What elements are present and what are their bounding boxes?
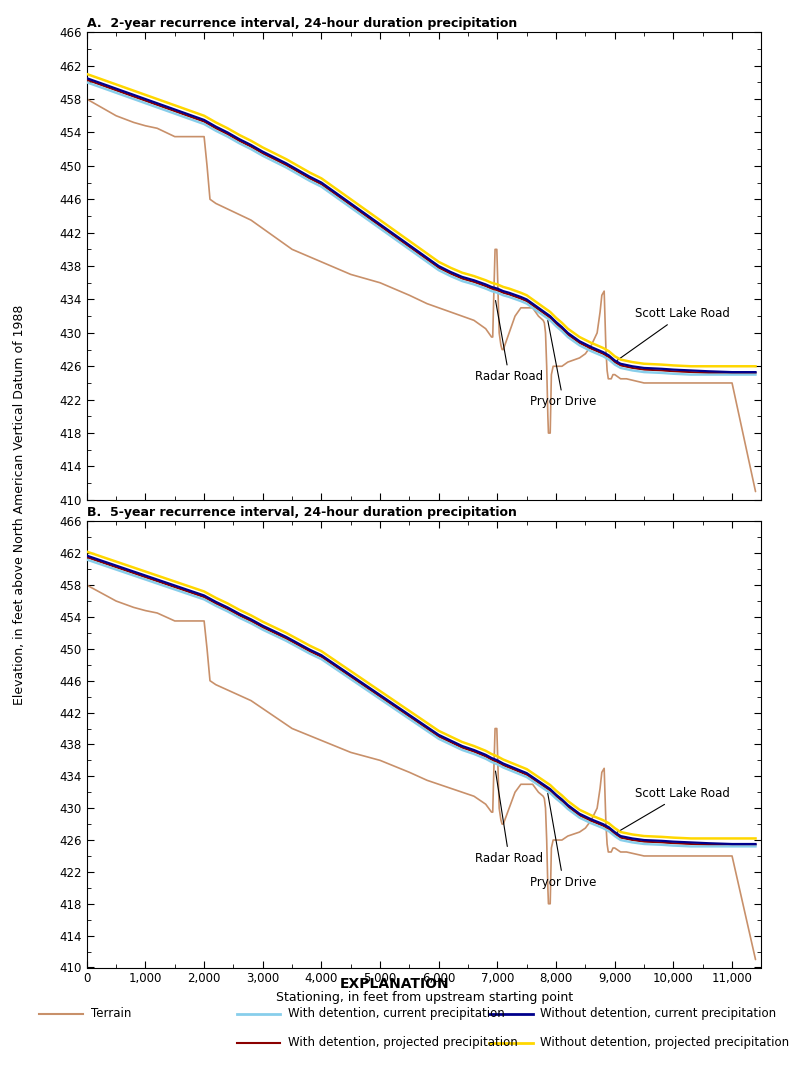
Text: Radar Road: Radar Road [475, 301, 544, 384]
Text: Radar Road: Radar Road [475, 771, 544, 865]
Text: Pryor Drive: Pryor Drive [530, 320, 596, 408]
Text: With detention, projected precipitation: With detention, projected precipitation [288, 1036, 518, 1049]
Text: Without detention, projected precipitation: Without detention, projected precipitati… [540, 1036, 789, 1049]
Text: Scott Lake Road: Scott Lake Road [617, 307, 730, 360]
Text: A.  2-year recurrence interval, 24-hour duration precipitation: A. 2-year recurrence interval, 24-hour d… [87, 17, 517, 30]
Text: Elevation, in feet above North American Vertical Datum of 1988: Elevation, in feet above North American … [13, 305, 26, 705]
X-axis label: Stationing, in feet from upstream starting point: Stationing, in feet from upstream starti… [275, 991, 573, 1004]
Text: EXPLANATION: EXPLANATION [340, 976, 449, 991]
Text: Terrain: Terrain [91, 1007, 131, 1020]
Text: Scott Lake Road: Scott Lake Road [617, 787, 730, 832]
Text: Pryor Drive: Pryor Drive [530, 793, 596, 889]
Text: With detention, current precipitation: With detention, current precipitation [288, 1007, 505, 1020]
Text: Without detention, current precipitation: Without detention, current precipitation [540, 1007, 776, 1020]
Text: B.  5-year recurrence interval, 24-hour duration precipitation: B. 5-year recurrence interval, 24-hour d… [87, 506, 517, 519]
